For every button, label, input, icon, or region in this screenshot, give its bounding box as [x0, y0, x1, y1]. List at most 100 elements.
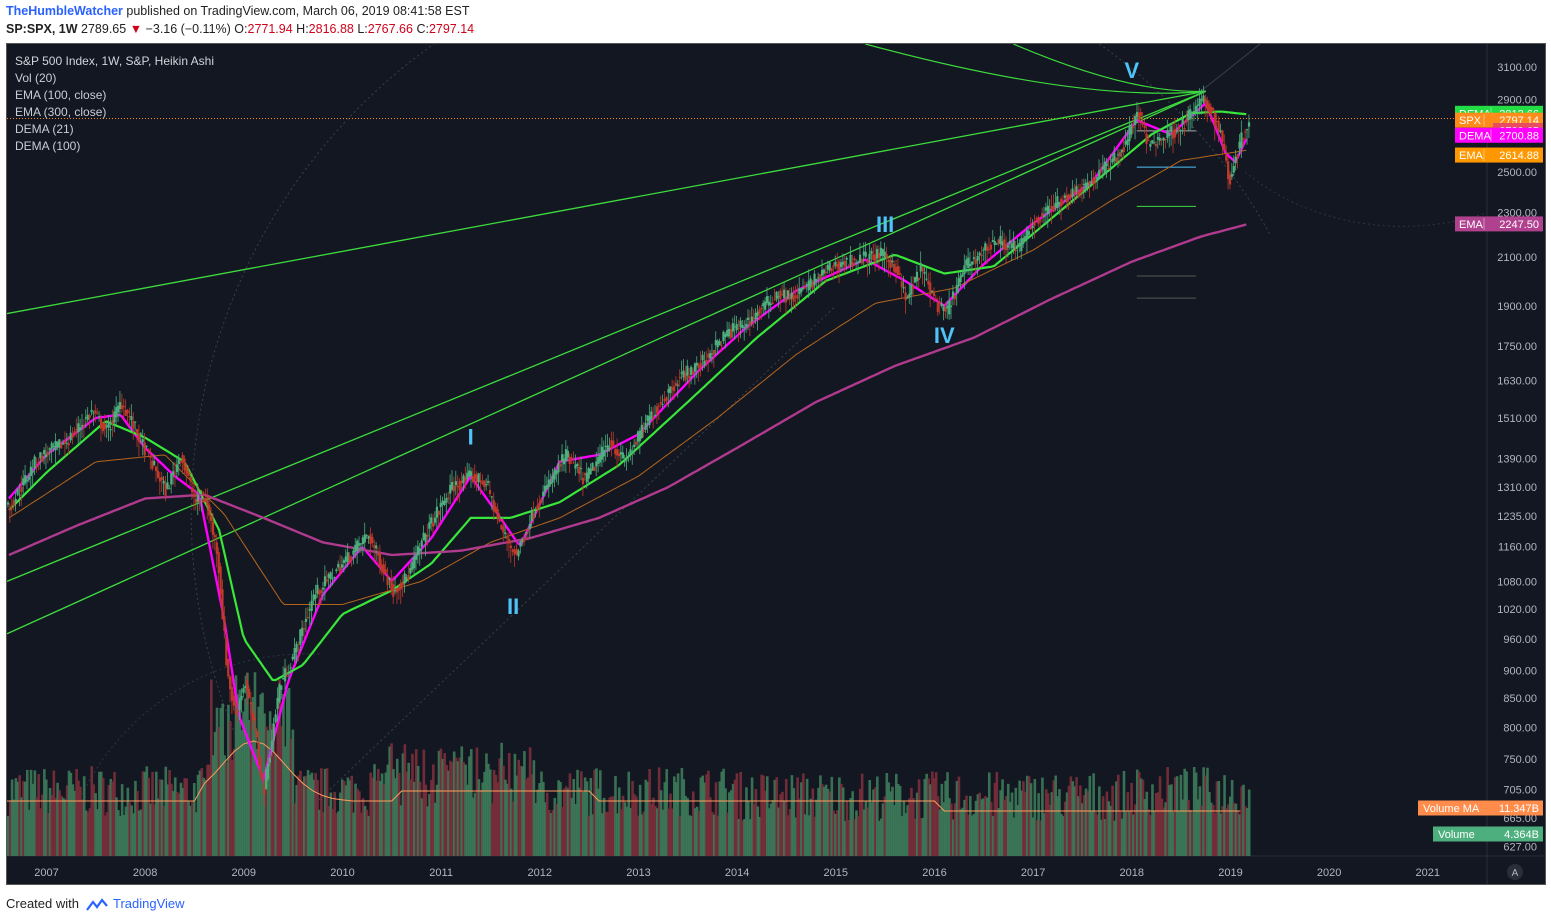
candle-body [944, 307, 947, 312]
volume-bar [646, 782, 650, 856]
volume-bar [473, 792, 477, 856]
candle-body [703, 361, 706, 366]
volume-bar [784, 778, 788, 856]
volume-bar [170, 783, 173, 856]
candle-body [1117, 154, 1120, 156]
volume-tag-value: 11.347B [1499, 803, 1539, 815]
legend-item-ema100[interactable]: EMA (100, close) [15, 88, 107, 102]
volume-bar [722, 768, 725, 856]
volume-bar [153, 804, 156, 856]
candle-body [41, 455, 44, 462]
volume-bar [158, 779, 162, 856]
candle-body [549, 481, 552, 485]
legend-item-ema300[interactable]: EMA (300, close) [15, 105, 107, 119]
price-tag-name: DEMA [1459, 130, 1491, 142]
candle-body [824, 271, 827, 274]
volume-bar [881, 803, 885, 856]
wave-label[interactable]: III [876, 212, 894, 237]
candle-body [430, 517, 433, 524]
chart-area[interactable]: S&P 500 Index, 1W, S&P, Heikin Ashi Vol … [6, 43, 1546, 885]
candle-body [137, 433, 141, 442]
volume-bar [58, 790, 61, 856]
candle-body [81, 425, 84, 427]
candle-body [215, 542, 218, 554]
candle-body [710, 353, 714, 355]
candle-body [1113, 152, 1116, 161]
volume-bar [145, 766, 149, 856]
candle-body [1168, 134, 1171, 136]
time-tick-label: 2020 [1317, 867, 1341, 879]
volume-bar [141, 771, 145, 856]
candle-body [301, 627, 304, 636]
candle-body [1189, 109, 1192, 120]
volume-tag-name: Volume MA [1423, 803, 1480, 815]
volume-tag-name: Volume [1438, 829, 1475, 841]
volume-bar [617, 787, 621, 856]
volume-bar [737, 818, 741, 856]
candle-body [745, 323, 748, 327]
candle-body [335, 569, 338, 572]
ma-line[interactable] [8, 223, 1247, 557]
candle-body [760, 307, 763, 310]
ma-line[interactable] [8, 102, 1248, 784]
wave-label[interactable]: IV [934, 323, 955, 348]
candle-body [581, 477, 585, 484]
candle-body [118, 402, 122, 410]
candle-body [384, 569, 387, 573]
volume-bar [608, 797, 612, 856]
auto-scale-button[interactable] [1507, 864, 1523, 880]
price-chart-svg[interactable]: 3100.002900.002500.002300.002100.001900.… [7, 44, 1545, 884]
candle-body [331, 578, 334, 580]
candle-body [1173, 129, 1177, 138]
trendline[interactable] [7, 90, 1207, 635]
candle-body [784, 298, 788, 303]
author-link[interactable]: TheHumbleWatcher [6, 4, 123, 18]
candle-body [187, 470, 190, 477]
price-tag-name: EMA [1459, 219, 1484, 231]
candle-body [889, 259, 892, 268]
volume-bar [445, 764, 448, 856]
volume-bar [247, 720, 251, 856]
volume-bar [1031, 817, 1035, 856]
volume-bar [931, 771, 934, 856]
price-axis-panel[interactable] [1487, 44, 1545, 884]
time-tick-label: 2007 [34, 867, 58, 879]
legend-item-dema21[interactable]: DEMA (21) [15, 122, 74, 136]
volume-bar [690, 815, 693, 856]
wave-label[interactable]: I [468, 424, 474, 449]
candle-body [655, 406, 659, 413]
legend-item-volume[interactable]: Vol (20) [15, 71, 57, 85]
volume-bar [731, 783, 735, 856]
candle-body [426, 534, 429, 537]
volume-bar [113, 771, 116, 856]
tradingview-link[interactable]: TradingView [113, 896, 185, 911]
candle-body [132, 421, 135, 429]
candle-body [733, 326, 736, 328]
volume-bar [824, 784, 828, 856]
legend-item-dema100[interactable]: DEMA (100) [15, 139, 81, 153]
trendline[interactable] [7, 90, 1207, 582]
volume-bar [99, 771, 103, 856]
volume-bar [416, 765, 420, 856]
candle-body [635, 441, 638, 445]
volume-bar [832, 810, 835, 856]
candle-body [688, 375, 691, 379]
candle-body [10, 506, 13, 508]
volume-bar [819, 775, 822, 856]
candle-body [280, 685, 283, 690]
wave-label[interactable]: II [507, 594, 519, 619]
arc-guide [1200, 44, 1261, 92]
candle-body [1166, 131, 1169, 138]
candle-body [642, 430, 645, 432]
wave-label[interactable]: V [1124, 58, 1139, 83]
volume-bar [585, 781, 589, 856]
volume-bar [538, 783, 541, 856]
candle-body [274, 714, 277, 723]
auto-scale-icon[interactable]: A [1512, 868, 1519, 879]
candle-body [735, 323, 738, 331]
candle-body [504, 532, 507, 535]
ma-line[interactable] [8, 149, 1247, 605]
candle-body [422, 532, 425, 540]
trendline[interactable] [7, 90, 1206, 315]
volume-bar [659, 790, 663, 856]
